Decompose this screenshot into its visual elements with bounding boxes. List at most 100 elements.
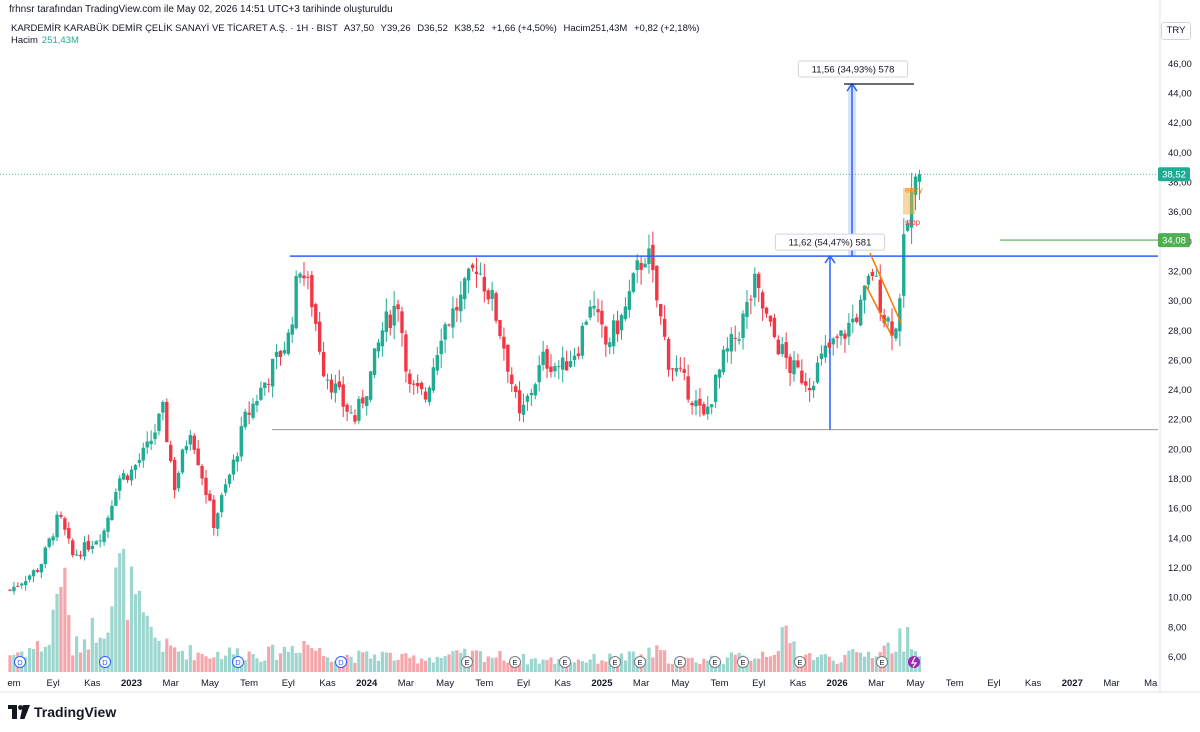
- y-tick-label: 36,00: [1168, 207, 1192, 218]
- volume-bar: [372, 654, 377, 672]
- candle-body: [490, 289, 494, 299]
- volume-bar: [380, 651, 384, 672]
- candle-body: [74, 554, 79, 556]
- volume-bar: [176, 651, 181, 672]
- candle-body: [592, 305, 596, 309]
- candle-body: [600, 310, 604, 325]
- earnings-marker: [794, 656, 806, 668]
- volume-bar: [192, 660, 196, 672]
- volume-bar: [506, 662, 510, 672]
- candle-body: [247, 412, 251, 415]
- candle-body: [517, 390, 522, 414]
- volume-bar: [423, 660, 428, 672]
- candle-body: [329, 379, 334, 393]
- x-tick-label: Ma: [1144, 678, 1158, 689]
- candle-body: [16, 585, 20, 587]
- volume-bar: [537, 663, 541, 672]
- ohlc-high: Y39,26: [380, 23, 411, 34]
- volume-bar: [870, 658, 874, 672]
- measure-large-label: 11,56 (34,93%) 578: [812, 65, 895, 76]
- y-tick-label: 18,00: [1168, 474, 1192, 485]
- candle-body: [98, 540, 102, 542]
- candle-body: [682, 369, 686, 373]
- volume-bar: [47, 644, 51, 672]
- candle-body: [412, 383, 416, 385]
- candle-body: [239, 426, 243, 457]
- candle-body: [639, 262, 643, 270]
- volume-bar: [572, 662, 577, 672]
- candle-body: [737, 339, 741, 341]
- volume-bar: [267, 646, 271, 672]
- candle-body: [86, 540, 91, 550]
- last-price-tag: 38,52: [1162, 170, 1186, 181]
- candle-body: [59, 514, 63, 517]
- volume-bar: [706, 660, 710, 672]
- candle-body: [780, 344, 784, 355]
- volume-bar: [435, 656, 439, 672]
- candle-body: [118, 478, 122, 491]
- candle-body: [898, 298, 902, 332]
- x-tick-label: Mar: [868, 678, 884, 689]
- candle-body: [302, 275, 306, 279]
- volume-bar: [204, 656, 208, 672]
- candle-body: [223, 484, 228, 493]
- candle-body: [811, 385, 816, 391]
- candle-body: [862, 285, 867, 301]
- volume-bar: [733, 654, 737, 672]
- volume-bar: [396, 659, 400, 672]
- candle-body: [631, 273, 635, 292]
- candle-body: [502, 336, 506, 349]
- candle-body: [713, 374, 718, 403]
- candle-body: [486, 290, 490, 300]
- x-tick-label: 2023: [121, 678, 142, 689]
- x-tick-label: Kas: [84, 678, 101, 689]
- x-tick-label: Eyl: [752, 678, 765, 689]
- candle-body: [455, 307, 459, 311]
- volume-bar: [251, 653, 255, 672]
- candle-body: [917, 174, 922, 182]
- volume-series: [8, 548, 922, 672]
- volume-bar: [545, 660, 549, 672]
- volume-bar: [431, 662, 435, 672]
- measure-small-label-box: [774, 233, 886, 251]
- flag-upper-line: [869, 252, 902, 324]
- volume-bar: [243, 660, 247, 672]
- volume-bar: [259, 661, 263, 672]
- earnings-marker: [509, 656, 521, 668]
- candle-body: [180, 449, 185, 473]
- currency-button[interactable]: TRY: [1161, 22, 1191, 40]
- volume-legend: Hacim 251,43M: [11, 35, 79, 46]
- volume-bar: [31, 649, 36, 672]
- candle-body: [855, 317, 859, 322]
- measure-small-label: 11,62 (54,47%) 581: [789, 238, 872, 249]
- candle-body: [349, 412, 353, 414]
- volume-bar: [55, 593, 59, 672]
- candle-body: [635, 260, 639, 271]
- green-level-tag-bg: [1158, 233, 1190, 248]
- x-tick-label: Eyl: [517, 678, 530, 689]
- candle-body: [20, 583, 24, 586]
- candle-body: [447, 324, 451, 326]
- candle-body: [165, 401, 169, 443]
- candle-body: [176, 472, 181, 489]
- x-tick-label: 2025: [591, 678, 613, 689]
- candle-body: [627, 291, 632, 310]
- volume-bar: [90, 617, 94, 672]
- volume-bar: [420, 658, 424, 672]
- volume-bar: [529, 658, 533, 672]
- event-marker-label: E: [879, 658, 884, 667]
- candle-body: [843, 333, 847, 339]
- tradingview-wordmark: TradingView: [34, 704, 117, 720]
- candle-body: [274, 351, 279, 357]
- candle-body: [431, 367, 436, 391]
- candle-body: [67, 528, 71, 539]
- volume-bar: [114, 567, 118, 672]
- volume-bar: [110, 606, 114, 672]
- lightning-glyph: [911, 656, 918, 668]
- event-marker-label: E: [712, 658, 717, 667]
- volume-bar: [404, 653, 408, 672]
- candle-body: [172, 459, 177, 491]
- candle-body: [396, 304, 400, 310]
- volume-bar: [757, 658, 761, 672]
